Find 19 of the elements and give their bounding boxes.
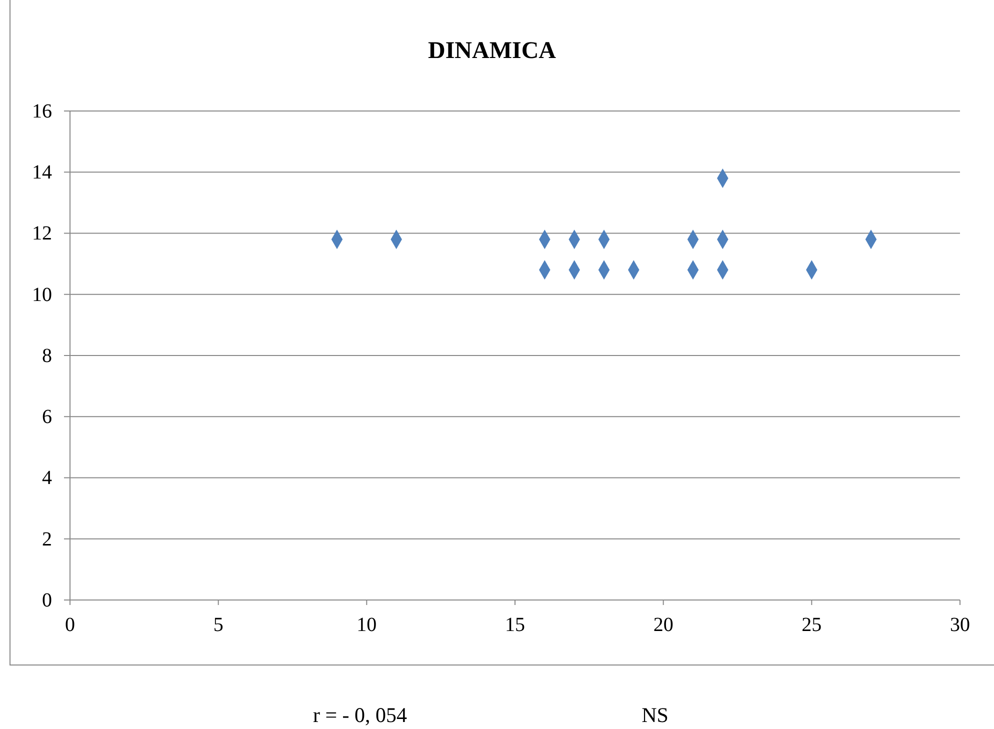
y-tick-label: 12 (32, 222, 52, 245)
y-tick-label: 4 (42, 467, 52, 490)
y-tick-label: 16 (32, 100, 52, 122)
x-tick-label: 15 (505, 614, 525, 636)
y-tick-label: 2 (42, 528, 52, 550)
x-tick-label: 30 (950, 614, 970, 636)
y-tick-label: 6 (42, 406, 52, 428)
x-tick-label: 20 (653, 614, 674, 636)
x-tick-label: 25 (802, 614, 822, 636)
y-tick-label: 10 (32, 284, 52, 306)
x-tick-label: 0 (65, 614, 75, 636)
text: r = - 0, 054 (312, 703, 408, 727)
x-tick-label: 10 (356, 614, 377, 636)
x-tick-label: 5 (213, 614, 224, 636)
y-tick-label: 14 (32, 162, 52, 184)
y-tick-label: 8 (42, 344, 52, 367)
text: NS (642, 703, 668, 727)
chart-title: DINAMICA (428, 38, 557, 64)
y-tick-label: 0 (42, 589, 52, 612)
